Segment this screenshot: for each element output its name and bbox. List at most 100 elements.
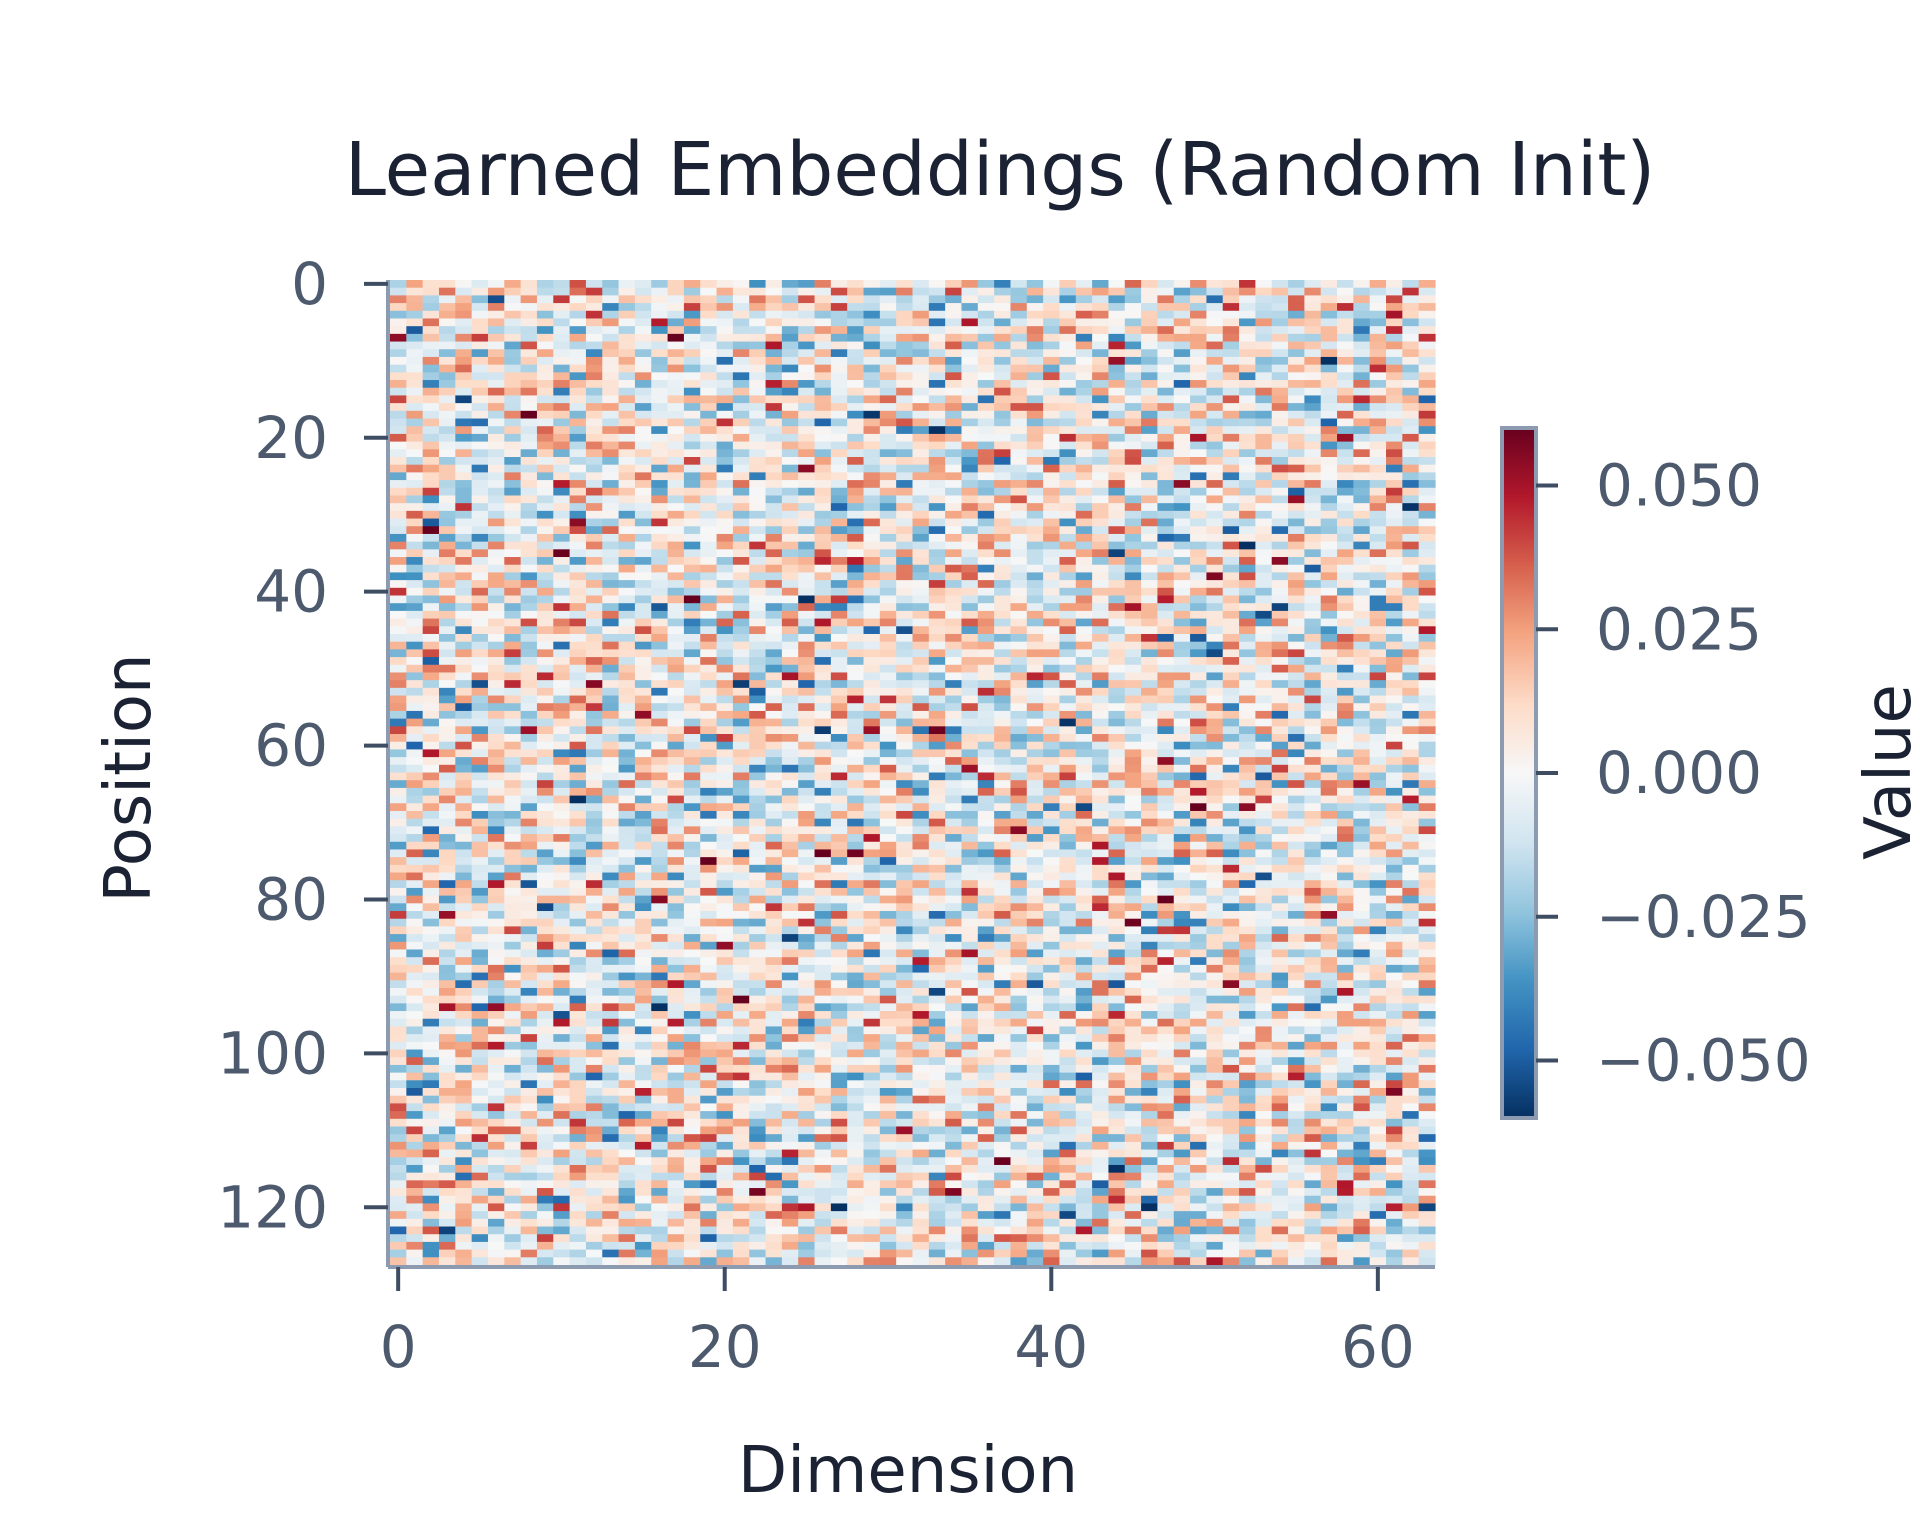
heatmap-cell bbox=[1059, 618, 1077, 627]
heatmap-cell bbox=[700, 472, 718, 481]
heatmap-cell bbox=[700, 418, 718, 427]
heatmap-cell bbox=[487, 480, 505, 489]
heatmap-cell bbox=[1173, 318, 1191, 327]
heatmap-cell bbox=[1190, 464, 1208, 473]
heatmap-cell bbox=[879, 764, 897, 774]
heatmap-cell bbox=[422, 503, 440, 512]
heatmap-cell bbox=[1157, 818, 1175, 827]
heatmap-cell bbox=[994, 710, 1012, 720]
heatmap-cell bbox=[487, 872, 505, 881]
heatmap-cell bbox=[1402, 603, 1420, 612]
heatmap-cell bbox=[749, 495, 767, 504]
heatmap-cell bbox=[569, 749, 587, 758]
heatmap-cell bbox=[1026, 595, 1044, 604]
heatmap-cell bbox=[455, 472, 473, 481]
heatmap-cell bbox=[553, 310, 571, 320]
heatmap-cell bbox=[1026, 618, 1044, 627]
heatmap-cell bbox=[912, 518, 930, 527]
heatmap-cell bbox=[814, 318, 832, 327]
heatmap-cell bbox=[667, 780, 685, 789]
heatmap-cell bbox=[912, 526, 930, 535]
heatmap-cell bbox=[553, 695, 571, 704]
heatmap-cell bbox=[700, 864, 718, 874]
heatmap-cell bbox=[798, 356, 816, 366]
heatmap-cell bbox=[585, 834, 603, 843]
heatmap-cell bbox=[798, 572, 816, 581]
heatmap-cell bbox=[830, 326, 848, 335]
heatmap-cell bbox=[716, 664, 734, 674]
heatmap-cell bbox=[1206, 610, 1224, 620]
heatmap-cell bbox=[830, 718, 848, 727]
heatmap-cell bbox=[667, 472, 685, 481]
heatmap-cell bbox=[977, 626, 995, 635]
heatmap-cell bbox=[1353, 387, 1371, 397]
heatmap-cell bbox=[1239, 849, 1256, 858]
heatmap-cell bbox=[961, 687, 979, 697]
heatmap-cell bbox=[634, 503, 652, 512]
heatmap-cell bbox=[455, 303, 473, 312]
heatmap-cell bbox=[912, 741, 930, 751]
heatmap-cell bbox=[1353, 734, 1371, 743]
heatmap-cell bbox=[977, 803, 995, 812]
heatmap-cell bbox=[928, 464, 946, 473]
heatmap-cell bbox=[1059, 687, 1077, 697]
heatmap-cell bbox=[1304, 734, 1322, 743]
heatmap-cell bbox=[1043, 841, 1061, 851]
heatmap-cell bbox=[1124, 480, 1142, 489]
heatmap-cell bbox=[455, 687, 473, 697]
heatmap-cell bbox=[716, 726, 734, 735]
heatmap-cell bbox=[847, 510, 865, 520]
heatmap-cell bbox=[422, 510, 440, 520]
heatmap-cell bbox=[1157, 595, 1175, 604]
heatmap-cell bbox=[994, 495, 1012, 504]
heatmap-cell bbox=[814, 795, 832, 804]
heatmap-cell bbox=[406, 349, 424, 358]
heatmap-cell bbox=[847, 326, 865, 335]
heatmap-cell bbox=[553, 772, 571, 781]
heatmap-cell bbox=[994, 757, 1012, 766]
heatmap-cell bbox=[847, 703, 865, 712]
heatmap-cell bbox=[961, 834, 979, 843]
heatmap-cell bbox=[455, 710, 473, 720]
heatmap-cell bbox=[961, 810, 979, 820]
heatmap-cell bbox=[1288, 395, 1305, 404]
heatmap-cell bbox=[1157, 603, 1175, 612]
heatmap-cell bbox=[569, 795, 587, 804]
heatmap-cell bbox=[1173, 841, 1191, 851]
heatmap-cell bbox=[1369, 826, 1387, 835]
heatmap-cell bbox=[1304, 480, 1322, 489]
heatmap-cell bbox=[1320, 403, 1338, 412]
heatmap-cell bbox=[896, 610, 914, 620]
heatmap-cell bbox=[406, 387, 424, 397]
heatmap-cell bbox=[1043, 403, 1061, 412]
heatmap-cell bbox=[961, 472, 979, 481]
heatmap-cell bbox=[732, 564, 750, 574]
heatmap-cell bbox=[390, 387, 407, 397]
heatmap-cell bbox=[798, 510, 816, 520]
heatmap-cell bbox=[1222, 441, 1240, 450]
heatmap-cell bbox=[732, 580, 750, 589]
heatmap-cell bbox=[455, 564, 473, 574]
heatmap-cell bbox=[667, 834, 685, 843]
heatmap-cell bbox=[1255, 557, 1273, 566]
heatmap-cell bbox=[798, 587, 816, 597]
heatmap-cell bbox=[569, 310, 587, 320]
heatmap-cell bbox=[602, 495, 620, 504]
heatmap-cell bbox=[1353, 803, 1371, 812]
heatmap-cell bbox=[1288, 480, 1305, 489]
heatmap-cell bbox=[814, 480, 832, 489]
heatmap-cell bbox=[1255, 595, 1273, 604]
heatmap-cell bbox=[667, 580, 685, 589]
heatmap-cell bbox=[961, 380, 979, 389]
heatmap-cell bbox=[1173, 657, 1191, 666]
heatmap-cell bbox=[749, 787, 767, 797]
heatmap-cell bbox=[487, 618, 505, 627]
heatmap-cell bbox=[1402, 503, 1420, 512]
heatmap-cell bbox=[455, 372, 473, 381]
heatmap-cell bbox=[1255, 657, 1273, 666]
heatmap-cell bbox=[1206, 657, 1224, 666]
heatmap-cell bbox=[1239, 487, 1256, 497]
heatmap-cell bbox=[912, 341, 930, 350]
heatmap-cell bbox=[553, 818, 571, 827]
heatmap-cell bbox=[798, 787, 816, 797]
